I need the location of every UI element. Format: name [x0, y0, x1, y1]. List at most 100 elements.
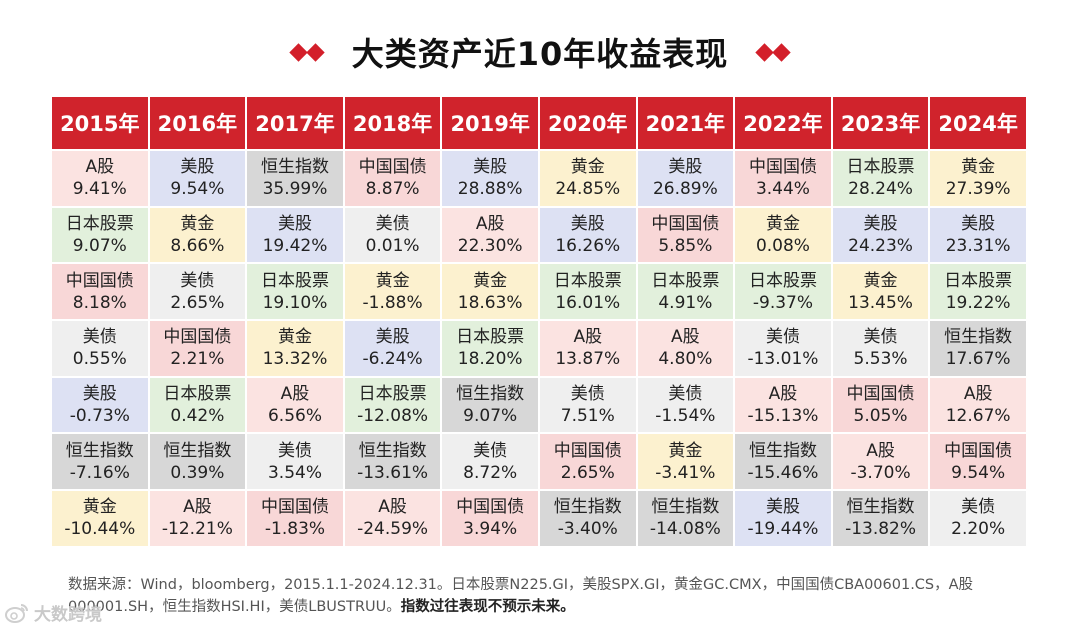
asset-name: 黄金 — [570, 157, 605, 178]
return-value: 3.44% — [755, 179, 810, 200]
return-value: -0.73% — [69, 406, 130, 427]
table-cell: 中国国债 3.94% — [442, 491, 538, 546]
table-cell: 美债 3.54% — [247, 434, 343, 490]
return-value: 12.67% — [945, 406, 1011, 427]
title-row: 大类资产近10年收益表现 — [0, 26, 1080, 78]
table-cell: 中国国债 5.05% — [832, 377, 929, 433]
footnote-disclaimer: 指数过往表现不预示未来。 — [400, 599, 575, 615]
asset-name: 美债 — [961, 497, 996, 518]
table-cell: 美债 -1.54% — [637, 377, 734, 433]
asset-name: A股 — [963, 384, 993, 405]
table-cell: 日本股票 19.22% — [930, 264, 1026, 320]
footnote-line-2: 000001.SH，恒生指数HSI.HI，美债LBUSTRUU。指数过往表现不预… — [68, 596, 1068, 618]
table-cell: 日本股票 19.10% — [247, 264, 343, 320]
return-value: -1.83% — [264, 519, 326, 540]
asset-name: 中国国债 — [846, 384, 915, 405]
asset-name: 美债 — [375, 214, 410, 235]
return-value: 9.54% — [951, 462, 1006, 483]
table-cell: 美股 -6.24% — [344, 321, 441, 376]
table-cell: A股 -3.70% — [832, 434, 929, 490]
return-value: -15.13% — [747, 406, 819, 427]
table-cell: 美股 -19.44% — [735, 491, 831, 546]
asset-name: 美股 — [570, 214, 605, 235]
asset-name: 黄金 — [82, 497, 117, 518]
table-cell: 美股 19.42% — [247, 207, 343, 263]
return-value: 8.87% — [365, 179, 420, 200]
return-value: -7.16% — [69, 462, 130, 483]
asset-name: 日本股票 — [748, 270, 817, 291]
return-value: 13.32% — [262, 349, 328, 370]
asset-name: A股 — [768, 384, 798, 405]
asset-name: 美股 — [180, 157, 215, 178]
table-cell: 恒生指数 -7.16% — [52, 434, 148, 490]
asset-name: 中国国债 — [65, 270, 134, 291]
table-cell: 美股 24.23% — [832, 207, 929, 263]
return-value: 4.91% — [658, 292, 713, 313]
table-cell: A股 9.41% — [52, 151, 148, 206]
return-value: 9.41% — [72, 179, 127, 200]
column-header: 2023年 — [832, 97, 929, 149]
footnote: 数据来源：Wind，bloomberg，2015.1.1-2024.12.31。… — [68, 574, 1068, 618]
table-cell: 恒生指数 -13.82% — [832, 491, 929, 546]
table-cell: 中国国债 2.21% — [149, 321, 246, 376]
return-value: 28.88% — [457, 179, 523, 200]
diamond-icon — [772, 42, 791, 62]
table-cell: 美股 16.26% — [539, 207, 636, 263]
asset-name: 日本股票 — [163, 384, 232, 405]
table-cell: 黄金 -10.44% — [52, 491, 148, 546]
asset-name: 中国国债 — [553, 440, 622, 461]
table-cell: 黄金 8.66% — [149, 207, 246, 263]
return-value: 9.07% — [463, 406, 518, 427]
table-cell: 黄金 24.85% — [539, 151, 636, 206]
asset-name: 美债 — [277, 440, 312, 461]
asset-name: A股 — [671, 327, 700, 348]
asset-name: 黄金 — [863, 270, 898, 291]
table-cell: A股 12.67% — [930, 377, 1026, 433]
asset-name: 黄金 — [765, 214, 800, 235]
return-value: -12.21% — [161, 519, 233, 540]
asset-name: 恒生指数 — [65, 440, 134, 461]
return-value: 2.65% — [560, 462, 615, 483]
asset-name: 恒生指数 — [748, 440, 817, 461]
return-value: 16.26% — [555, 236, 621, 257]
asset-name: A股 — [85, 157, 115, 178]
table-cell: 恒生指数 35.99% — [247, 151, 343, 206]
return-value: -14.08% — [649, 519, 721, 540]
table-cell: 日本股票 28.24% — [832, 151, 929, 206]
asset-name: 恒生指数 — [456, 384, 525, 405]
table-cell: 日本股票 18.20% — [442, 321, 538, 376]
asset-name: 中国国债 — [456, 497, 525, 518]
table-cell: 日本股票 -9.37% — [735, 264, 831, 320]
return-value: 8.66% — [170, 236, 225, 257]
asset-name: 恒生指数 — [944, 327, 1013, 348]
return-value: -1.88% — [362, 292, 423, 313]
table-cell: 黄金 13.32% — [247, 321, 343, 376]
asset-name: 美股 — [375, 327, 410, 348]
return-value: 0.55% — [72, 349, 127, 370]
column-header: 2021年 — [637, 97, 734, 149]
table-cell: 美债 5.53% — [832, 321, 929, 376]
table-cell: 恒生指数 17.67% — [930, 321, 1026, 376]
return-value: 23.31% — [945, 236, 1011, 257]
table-cell: 美债 8.72% — [442, 434, 538, 490]
return-value: 0.08% — [755, 236, 810, 257]
asset-name: 美债 — [82, 327, 117, 348]
asset-name: 中国国债 — [163, 327, 232, 348]
table-cell: 美债 7.51% — [539, 377, 636, 433]
table-cell: 恒生指数 -13.61% — [344, 434, 441, 490]
asset-name: 黄金 — [473, 270, 508, 291]
asset-name: 恒生指数 — [358, 440, 427, 461]
table-cell: 美债 2.65% — [149, 264, 246, 320]
table-cell: A股 6.56% — [247, 377, 343, 433]
asset-name: 恒生指数 — [163, 440, 232, 461]
table-cell: 中国国债 2.65% — [539, 434, 636, 490]
return-value: -19.44% — [747, 519, 819, 540]
asset-name: 黄金 — [180, 214, 215, 235]
return-value: 3.54% — [267, 462, 322, 483]
return-value: 0.01% — [365, 236, 420, 257]
asset-name: 日本股票 — [651, 270, 720, 291]
asset-name: 美股 — [473, 157, 508, 178]
table-cell: A股 22.30% — [442, 207, 538, 263]
column-header: 2024年 — [930, 97, 1026, 149]
table-cell: 日本股票 -12.08% — [344, 377, 441, 433]
